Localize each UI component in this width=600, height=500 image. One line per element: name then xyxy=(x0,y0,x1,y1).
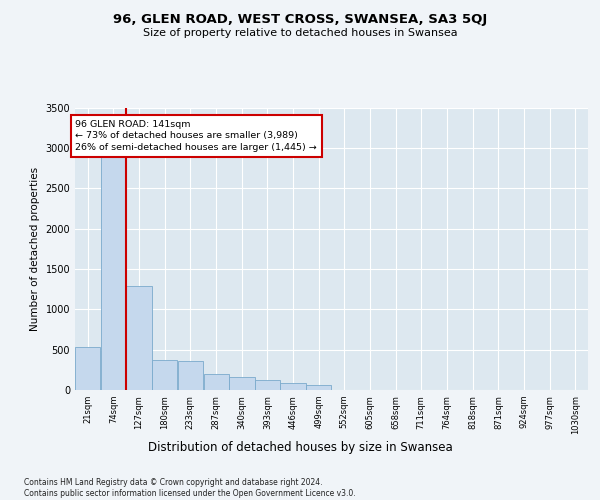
Text: Contains HM Land Registry data © Crown copyright and database right 2024.
Contai: Contains HM Land Registry data © Crown c… xyxy=(24,478,356,498)
Bar xyxy=(152,360,177,390)
Text: Distribution of detached houses by size in Swansea: Distribution of detached houses by size … xyxy=(148,441,452,454)
Bar xyxy=(127,286,152,390)
Bar xyxy=(255,380,280,390)
Text: 96 GLEN ROAD: 141sqm
← 73% of detached houses are smaller (3,989)
26% of semi-de: 96 GLEN ROAD: 141sqm ← 73% of detached h… xyxy=(76,120,317,152)
Y-axis label: Number of detached properties: Number of detached properties xyxy=(30,166,40,331)
Bar xyxy=(203,374,229,390)
Bar xyxy=(229,378,254,390)
Text: 96, GLEN ROAD, WEST CROSS, SWANSEA, SA3 5QJ: 96, GLEN ROAD, WEST CROSS, SWANSEA, SA3 … xyxy=(113,12,487,26)
Bar xyxy=(101,144,126,390)
Text: Size of property relative to detached houses in Swansea: Size of property relative to detached ho… xyxy=(143,28,457,38)
Bar xyxy=(306,385,331,390)
Bar xyxy=(178,361,203,390)
Bar xyxy=(75,347,100,390)
Bar xyxy=(280,382,306,390)
